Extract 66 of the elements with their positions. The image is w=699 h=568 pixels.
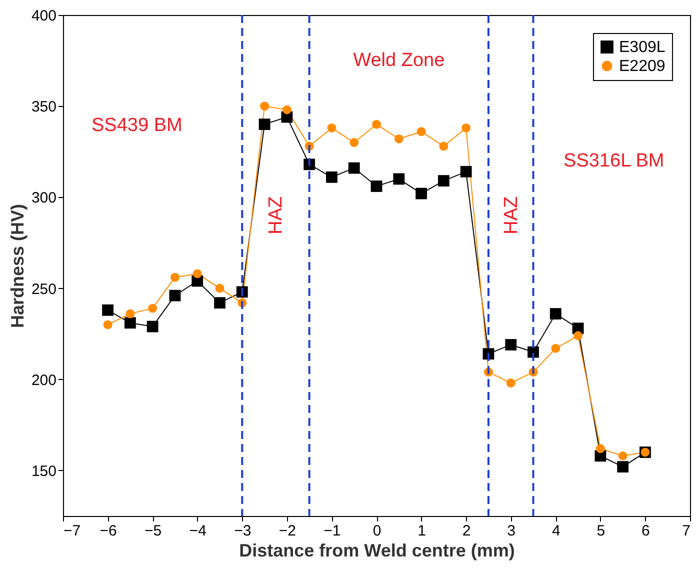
point: [192, 269, 202, 278]
point: [372, 120, 381, 129]
legend-label: E309L: [619, 39, 666, 56]
point: [416, 188, 427, 200]
x-tick-label: −3: [234, 522, 252, 540]
point: [439, 142, 448, 151]
point: [146, 320, 158, 332]
point: [148, 304, 158, 313]
point: [102, 304, 114, 316]
x-tick-label: −2: [278, 522, 296, 540]
point: [617, 461, 629, 473]
x-tick-label: −7: [64, 522, 81, 540]
x-tick-label: 7: [682, 522, 690, 540]
y-tick-label: 300: [31, 190, 56, 207]
point: [126, 309, 135, 318]
y-tick-label: 400: [31, 8, 56, 24]
x-tick-label: −6: [100, 522, 117, 540]
point: [574, 331, 583, 340]
point: [505, 339, 517, 350]
point: [350, 138, 359, 147]
y-tick-label: 250: [31, 280, 56, 298]
point: [370, 180, 382, 192]
point: [462, 123, 471, 132]
point: [169, 290, 181, 302]
point: [215, 284, 224, 293]
point: [282, 105, 292, 114]
point: [326, 171, 338, 183]
x-tick-label: −5: [144, 522, 162, 540]
point: [103, 320, 112, 330]
y-tick-label: 200: [31, 372, 56, 389]
x-tick-label: −1: [324, 522, 341, 540]
point: [618, 451, 628, 460]
x-tick-label: 1: [418, 522, 426, 540]
x-tick-label: 6: [642, 522, 650, 540]
x-tick-label: −4: [189, 522, 206, 540]
point: [170, 272, 180, 282]
point: [416, 127, 426, 136]
point: [393, 173, 405, 185]
point: [506, 378, 516, 388]
x-tick-label: 2: [462, 522, 471, 540]
point: [394, 134, 404, 144]
y-tick-label: 150: [31, 462, 56, 480]
point: [214, 297, 226, 309]
point: [260, 102, 270, 111]
point: [327, 123, 336, 132]
annotation: SS316L BM: [564, 150, 664, 172]
y-tick-label: 350: [31, 98, 56, 116]
annotation: SS439 BM: [91, 115, 182, 136]
point: [460, 166, 472, 178]
legend-label: E2209: [619, 58, 666, 75]
x-tick-label: 0: [372, 522, 382, 540]
point: [550, 308, 562, 320]
x-tick-label: 4: [552, 522, 560, 540]
point: [124, 317, 136, 329]
annotation: Weld Zone: [353, 50, 445, 72]
annotation: HAZ: [266, 196, 287, 234]
x-tick-label: 3: [507, 522, 516, 540]
x-tick-label: 5: [596, 522, 606, 540]
x-axis-title: Distance from Weld centre (mm): [239, 540, 515, 560]
point: [596, 444, 605, 454]
point: [348, 162, 360, 174]
annotation: HAZ: [500, 196, 522, 234]
point: [438, 175, 450, 186]
point: [551, 344, 560, 353]
point: [258, 118, 270, 130]
y-axis-title: Hardness (HV): [7, 204, 28, 328]
